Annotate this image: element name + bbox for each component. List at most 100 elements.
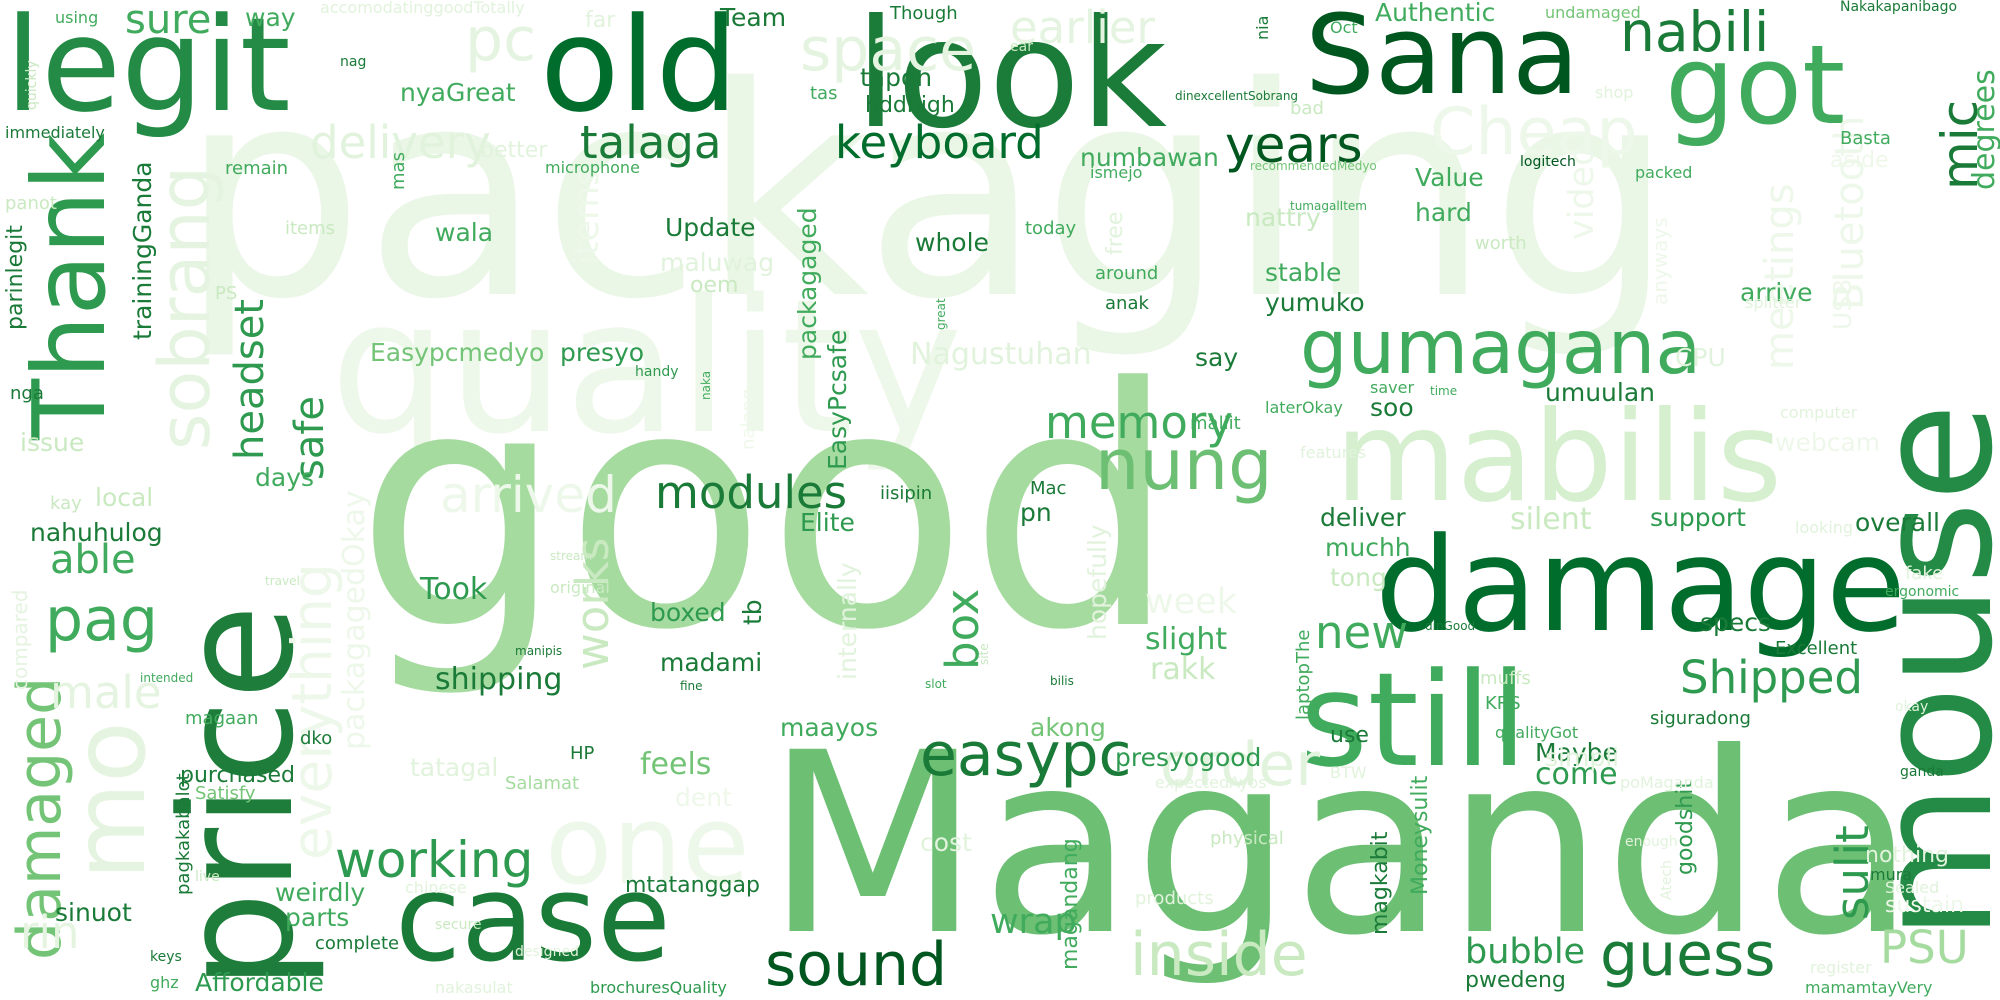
word-shipping: shipping [435,665,562,695]
word-whole: whole [915,230,989,255]
word-maayos: maayos [780,715,878,740]
word-internally: internally [835,562,860,680]
word-computer: computer [1780,405,1857,421]
word-tumagalitem: tumagalItem [1290,200,1367,212]
word-mtatanggap: mtatanggap [625,875,760,897]
word-satisfy: Satisfy [195,785,256,803]
word-time: time [1430,385,1457,397]
word-puro: items [285,220,335,238]
word-tatagal: tatagal [410,755,498,780]
word-stream: stream [550,550,592,562]
word-cost: cost [920,830,972,855]
word-nahuhulog: nahuhulog [30,520,163,545]
word-nia: nia [1255,16,1271,40]
word-bubble: bubble [1465,935,1585,970]
word-undamaged: undamaged [1545,5,1641,21]
word-easypcmedyo: Easypcmedyo [370,340,544,365]
word-pwedeng: pwedeng [1465,970,1566,992]
word-parts: parts [285,905,349,930]
word-use: use [1330,725,1369,747]
word-hopefully: hopefully [1085,524,1110,640]
word-issue: issue [20,430,84,455]
word-using: using [55,10,98,26]
word-magkabit: magkabit [1370,832,1392,935]
word-nga: nga [10,385,44,403]
word-ergonomic: ergonomic [1885,585,1959,599]
word-ghz: ghz [150,975,179,991]
word-elite: Elite [800,510,855,535]
word-degrees: degrees [1970,69,2000,190]
word-pag: pag [45,590,158,650]
word-krs: KRS [1485,695,1521,713]
word-though: Though [890,5,958,23]
word-sound: sound [765,935,947,995]
word-nakasulat: nakasulat [435,980,513,996]
word-register: register [1810,960,1872,976]
word-sobrang: sobrang [150,166,220,450]
word-moneysulit: Moneysulit [1410,776,1432,895]
word-bilis: bilis [1050,675,1074,687]
word-salamat: Salamat [505,775,579,793]
word-ps: PS [215,285,237,303]
word-nakakapanibago: Nakakapanibago [1840,0,1957,14]
word-affordable: Affordable [195,970,324,995]
word-overall: overall [1855,510,1940,535]
word-shop: shop [1595,85,1633,101]
word-rakk: rakk [1150,655,1215,685]
word-better: better [480,140,547,162]
word-nyagreat: nyaGreat [400,80,516,105]
word-week: week [1145,585,1237,620]
word-kay: kay [50,495,82,513]
word-rin: rin [20,910,80,955]
word-secure: secure [435,918,482,932]
word-live: live [195,870,220,884]
word-magaan: magaan [185,710,258,728]
word-packagaged: packagaged [795,207,820,360]
word-dko: dko [300,730,332,748]
word-enough: enough [1625,835,1678,849]
word-iisipin: iisipin [880,485,932,503]
word-nothing: nothing [1865,845,1949,867]
word-sure: sure [125,0,211,40]
word-btw: BTW [1330,765,1367,781]
word-soo: soo [1370,395,1414,420]
word-great: great [935,298,947,330]
word-panot: panot [5,195,57,213]
word-dent: dent [675,785,732,810]
word-muffs: muffs [1480,670,1531,688]
word-deliver: deliver [1320,505,1406,530]
word-pc: pc [465,10,536,70]
word-yumuko: yumuko [1265,290,1365,315]
word-stable: stable [1265,260,1341,285]
word-handy: handy [635,365,679,379]
word-mo: mo [60,721,160,880]
word-arrived: arrived [440,470,617,520]
word-nagustuhan: Nagustuhan [910,340,1092,370]
word-oem: oem [690,275,738,297]
word-hp: HP [570,745,594,763]
word-accomodatinggoodtotally: accomodatinggoodTotally [320,0,525,16]
word-trainingganda: trainingGanda [130,161,155,340]
word-packed: packed [1635,165,1692,181]
word-ismejo: ismejo [1090,165,1142,181]
word-webcam: webcam [1775,430,1880,455]
word-umuulan: umuulan [1545,380,1655,405]
word-specs: specs [1700,610,1771,635]
word-free: free [1105,212,1127,255]
word-madami: madami [660,650,762,675]
word-maluwag: maluwag [660,250,774,275]
word-fine: fine [680,680,703,692]
word-took: Took [420,575,487,605]
word-muchh: muchh [1325,535,1411,560]
word-recommendedmedyo: recommendedMedyo [1250,160,1377,172]
word-original: original [550,580,610,596]
word-slot: slot [925,678,947,690]
word-remain: remain [225,160,288,178]
word-authentic: Authentic [1375,0,1495,25]
word-new: new [1315,610,1408,655]
word-mamamtayvery: mamamtayVery [1805,980,1933,996]
word-local: local [95,485,153,510]
word-oct: Oct [1330,20,1358,36]
word-slight: slight [1145,625,1227,655]
